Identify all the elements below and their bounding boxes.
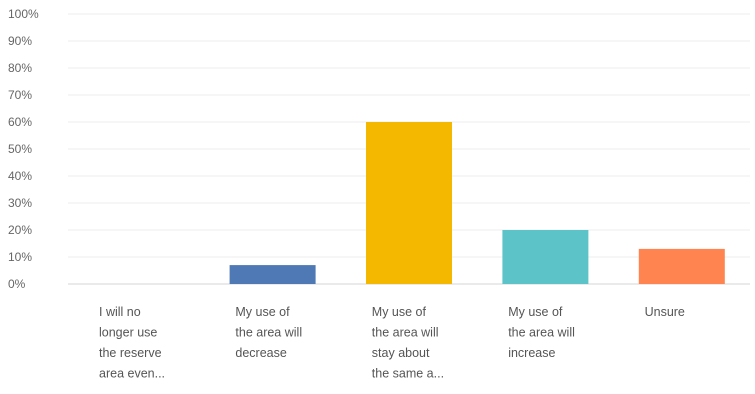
y-tick-label: 20%	[8, 223, 32, 237]
x-tick-label: Unsure	[645, 305, 685, 319]
x-tick-label: I will no longer use the reserve area even.…	[99, 305, 165, 381]
y-tick-label: 100%	[8, 7, 39, 21]
bar	[638, 248, 725, 284]
x-tick-label: My use of the area will increase	[508, 305, 575, 360]
bars	[229, 122, 725, 284]
bar	[502, 230, 589, 284]
y-tick-label: 80%	[8, 61, 32, 75]
y-tick-label: 50%	[8, 142, 32, 156]
bar	[229, 265, 316, 284]
bar	[366, 122, 452, 284]
y-tick-label: 90%	[8, 34, 32, 48]
y-tick-label: 70%	[8, 88, 32, 102]
y-tick-label: 60%	[8, 115, 32, 129]
y-tick-label: 40%	[8, 169, 32, 183]
x-axis-tick-labels: I will no longer use the reserve area even.…	[99, 305, 685, 381]
y-tick-label: 10%	[8, 250, 32, 264]
y-tick-label: 0%	[8, 277, 26, 291]
x-tick-label: My use of the area will stay about the same…	[372, 305, 444, 381]
y-tick-label: 30%	[8, 196, 32, 210]
x-tick-label: My use of the area will decrease	[235, 305, 302, 360]
y-axis-tick-labels: 0% 10% 20% 30% 40% 50% 60% 70% 80% 90% 100%	[8, 7, 39, 291]
